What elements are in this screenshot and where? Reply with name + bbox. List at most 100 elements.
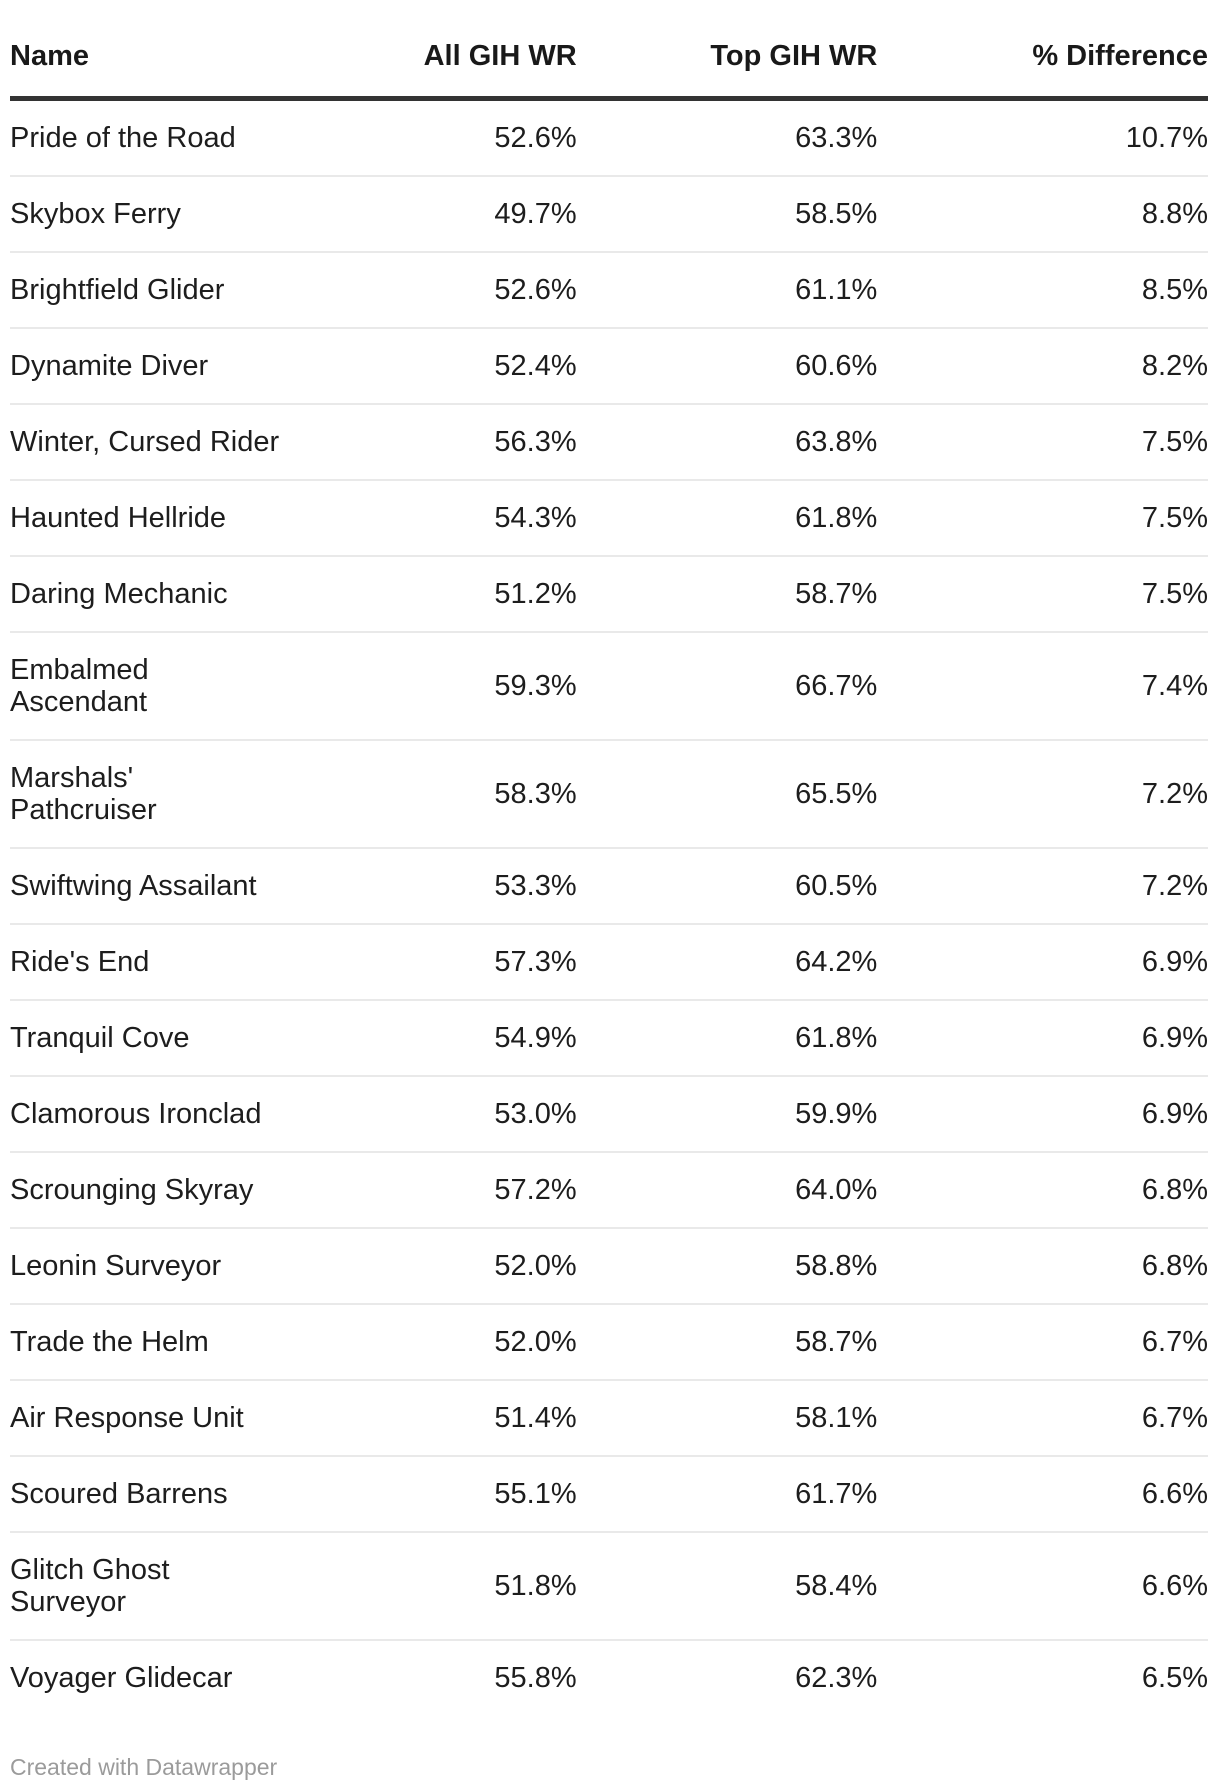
top-gih-wr-cell: 58.8% bbox=[576, 1228, 878, 1305]
top-gih-wr-cell: 58.7% bbox=[576, 1304, 878, 1381]
table-header: Name All GIH WR Top GIH WR % Difference bbox=[10, 0, 1208, 101]
all-gih-wr-cell: 54.3% bbox=[369, 480, 577, 557]
name-cell: Leonin Surveyor bbox=[10, 1228, 370, 1305]
difference-cell: 6.9% bbox=[877, 924, 1208, 1001]
table-row: Marshals' Pathcruiser 58.3% 65.5% 7.2% bbox=[10, 740, 1208, 849]
top-gih-wr-cell: 63.3% bbox=[576, 98, 878, 177]
difference-cell: 10.7% bbox=[877, 98, 1208, 177]
name-cell: Voyager Glidecar bbox=[10, 1662, 233, 1694]
difference-cell: 6.9% bbox=[877, 1000, 1208, 1077]
table-row: Dynamite Diver 52.4% 60.6% 8.2% bbox=[10, 328, 1208, 405]
table-row: Winter, Cursed Rider 56.3% 63.8% 7.5% bbox=[10, 404, 1208, 481]
difference-cell: 6.5% bbox=[1141, 1662, 1208, 1694]
table-row: Tranquil Cove 54.9% 61.8% 6.9% bbox=[10, 1000, 1208, 1077]
top-gih-wr-cell: 61.8% bbox=[576, 1000, 878, 1077]
win-rate-table: Name All GIH WR Top GIH WR % Difference … bbox=[10, 0, 1208, 1715]
top-gih-wr-cell: 60.6% bbox=[576, 328, 878, 405]
difference-cell: 6.8% bbox=[877, 1228, 1208, 1305]
column-header-difference: % Difference bbox=[877, 0, 1208, 101]
all-gih-wr-cell: 51.8% bbox=[369, 1532, 577, 1641]
top-gih-wr-cell: 65.5% bbox=[576, 740, 878, 849]
difference-cell: 6.9% bbox=[877, 1076, 1208, 1153]
difference-cell: 7.2% bbox=[877, 740, 1208, 849]
table-row: Skybox Ferry 49.7% 58.5% 8.8% bbox=[10, 176, 1208, 253]
top-gih-wr-cell: 63.8% bbox=[576, 404, 878, 481]
table-row: Ride's End 57.3% 64.2% 6.9% bbox=[10, 924, 1208, 1001]
table-row: Swiftwing Assailant 53.3% 60.5% 7.2% bbox=[10, 848, 1208, 925]
name-cell: Pride of the Road bbox=[10, 98, 370, 177]
top-gih-wr-cell: 64.0% bbox=[576, 1152, 878, 1229]
table-row: Clamorous Ironclad 53.0% 59.9% 6.9% bbox=[10, 1076, 1208, 1153]
top-gih-wr-cell: 58.5% bbox=[576, 176, 878, 253]
all-gih-wr-cell: 52.6% bbox=[369, 98, 577, 177]
top-gih-wr-cell: 58.7% bbox=[576, 556, 878, 633]
difference-cell: 8.2% bbox=[877, 328, 1208, 405]
table-row: Glitch Ghost Surveyor 51.8% 58.4% 6.6% bbox=[10, 1532, 1208, 1641]
column-header-all-gih-wr: All GIH WR bbox=[369, 0, 577, 101]
name-cell: Winter, Cursed Rider bbox=[10, 404, 370, 481]
top-gih-wr-cell: 58.1% bbox=[576, 1380, 878, 1457]
difference-cell: 7.2% bbox=[877, 848, 1208, 925]
all-gih-wr-cell: 53.3% bbox=[369, 848, 577, 925]
name-cell: Haunted Hellride bbox=[10, 480, 370, 557]
all-gih-wr-cell: 52.0% bbox=[369, 1228, 577, 1305]
top-gih-wr-cell: 62.3% bbox=[795, 1662, 878, 1694]
name-cell: Dynamite Diver bbox=[10, 328, 370, 405]
all-gih-wr-cell: 51.4% bbox=[369, 1380, 577, 1457]
table-row: Pride of the Road 52.6% 63.3% 10.7% bbox=[10, 98, 1208, 177]
table-row: Embalmed Ascendant 59.3% 66.7% 7.4% bbox=[10, 632, 1208, 741]
all-gih-wr-cell: 52.6% bbox=[369, 252, 577, 329]
column-header-top-gih-wr: Top GIH WR bbox=[576, 0, 878, 101]
all-gih-wr-cell: 49.7% bbox=[369, 176, 577, 253]
name-cell: Ride's End bbox=[10, 924, 370, 1001]
name-cell: Marshals' Pathcruiser bbox=[10, 740, 370, 849]
difference-cell: 8.8% bbox=[877, 176, 1208, 253]
all-gih-wr-cell: 57.3% bbox=[369, 924, 577, 1001]
table-row: Leonin Surveyor 52.0% 58.8% 6.8% bbox=[10, 1228, 1208, 1305]
difference-cell: 6.6% bbox=[877, 1532, 1208, 1641]
all-gih-wr-cell: 53.0% bbox=[369, 1076, 577, 1153]
all-gih-wr-cell: 59.3% bbox=[369, 632, 577, 741]
difference-cell: 7.4% bbox=[877, 632, 1208, 741]
difference-cell: 7.5% bbox=[877, 404, 1208, 481]
top-gih-wr-cell: 58.4% bbox=[576, 1532, 878, 1641]
difference-cell: 6.7% bbox=[877, 1304, 1208, 1381]
all-gih-wr-cell: 58.3% bbox=[369, 740, 577, 849]
top-gih-wr-cell: 66.7% bbox=[576, 632, 878, 741]
name-cell: Tranquil Cove bbox=[10, 1000, 370, 1077]
name-cell: Clamorous Ironclad bbox=[10, 1076, 370, 1153]
name-cell: Trade the Helm bbox=[10, 1304, 370, 1381]
top-gih-wr-cell: 60.5% bbox=[576, 848, 878, 925]
top-gih-wr-cell: 64.2% bbox=[576, 924, 878, 1001]
all-gih-wr-cell: 56.3% bbox=[369, 404, 577, 481]
difference-cell: 8.5% bbox=[877, 252, 1208, 329]
all-gih-wr-cell: 54.9% bbox=[369, 1000, 577, 1077]
all-gih-wr-cell: 57.2% bbox=[369, 1152, 577, 1229]
attribution: Created with Datawrapper bbox=[10, 1751, 1208, 1783]
name-cell: Glitch Ghost Surveyor bbox=[10, 1532, 370, 1641]
table-row: Voyager Glidecar 55.8% 62.3% 6.5% bbox=[10, 1640, 1208, 1715]
difference-cell: 7.5% bbox=[877, 480, 1208, 557]
name-cell: Daring Mechanic bbox=[10, 556, 370, 633]
header-row: Name All GIH WR Top GIH WR % Difference bbox=[10, 0, 1208, 101]
name-cell: Embalmed Ascendant bbox=[10, 632, 370, 741]
all-gih-wr-cell: 52.4% bbox=[369, 328, 577, 405]
all-gih-wr-cell: 51.2% bbox=[369, 556, 577, 633]
difference-cell: 7.5% bbox=[877, 556, 1208, 633]
all-gih-wr-cell: 55.1% bbox=[369, 1456, 577, 1533]
table-row: Scoured Barrens 55.1% 61.7% 6.6% bbox=[10, 1456, 1208, 1533]
datawrapper-credit-link[interactable]: Created with Datawrapper bbox=[10, 1754, 278, 1780]
name-cell: Air Response Unit bbox=[10, 1380, 370, 1457]
table-row: Brightfield Glider 52.6% 61.1% 8.5% bbox=[10, 252, 1208, 329]
top-gih-wr-cell: 61.1% bbox=[576, 252, 878, 329]
name-cell: Skybox Ferry bbox=[10, 176, 370, 253]
difference-cell: 6.8% bbox=[877, 1152, 1208, 1229]
table-row: Daring Mechanic 51.2% 58.7% 7.5% bbox=[10, 556, 1208, 633]
name-cell: Swiftwing Assailant bbox=[10, 848, 370, 925]
name-cell: Brightfield Glider bbox=[10, 252, 370, 329]
top-gih-wr-cell: 59.9% bbox=[576, 1076, 878, 1153]
name-cell: Scrounging Skyray bbox=[10, 1152, 370, 1229]
difference-cell: 6.7% bbox=[877, 1380, 1208, 1457]
difference-cell: 6.6% bbox=[877, 1456, 1208, 1533]
